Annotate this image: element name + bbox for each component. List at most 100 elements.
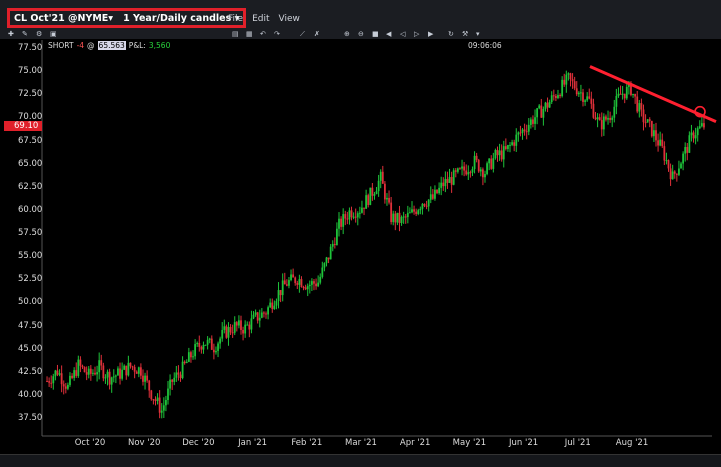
candle-body xyxy=(346,218,349,220)
candle-body xyxy=(106,371,109,378)
menu-file[interactable]: File xyxy=(228,14,244,24)
candle-body xyxy=(365,195,368,209)
position-at: @ xyxy=(87,41,95,50)
candle-body xyxy=(448,177,451,183)
grid-icon[interactable]: ▦ xyxy=(246,30,253,38)
candle-body xyxy=(657,140,659,146)
candle-body xyxy=(79,359,82,366)
candle-body xyxy=(700,123,703,127)
x-tick-label: Jan '21 xyxy=(238,438,268,448)
candle-body xyxy=(456,168,459,172)
candle-body xyxy=(150,390,153,400)
candle-body xyxy=(661,139,664,147)
ruler-icon[interactable]: ✗ xyxy=(314,30,320,38)
candle-body xyxy=(594,117,597,120)
x-tick-label: Jun '21 xyxy=(509,438,539,448)
candle-body xyxy=(698,126,701,129)
bar-chart-icon[interactable]: ▤ xyxy=(232,30,239,38)
candle-body xyxy=(655,130,657,141)
candle-body xyxy=(202,344,205,350)
candle-body xyxy=(634,93,637,97)
candle-body xyxy=(229,326,232,333)
candle-body xyxy=(473,155,476,170)
candle-body xyxy=(615,95,618,107)
candle-body xyxy=(671,171,674,180)
candle-body xyxy=(252,314,255,319)
candle-body xyxy=(89,368,92,374)
candle-body xyxy=(546,102,549,108)
candle-body xyxy=(663,146,666,161)
trendline-tool-icon[interactable]: ⟋ xyxy=(300,30,305,38)
x-tick-label: May '21 xyxy=(452,438,487,448)
draw-icon[interactable]: ✎ xyxy=(22,30,28,38)
y-tick-label: 57.50 xyxy=(18,228,43,238)
candle-body xyxy=(119,368,121,379)
candle-body xyxy=(619,93,622,95)
candle-body xyxy=(463,166,466,171)
candle-body xyxy=(592,103,595,118)
candle-body xyxy=(436,189,438,194)
candle-body xyxy=(267,307,269,315)
candle-body xyxy=(577,92,580,95)
refresh-icon[interactable]: ↻ xyxy=(448,30,454,38)
candle-body xyxy=(479,169,482,172)
candle-body xyxy=(686,147,689,153)
redo-icon[interactable]: ↷ xyxy=(274,30,280,38)
y-tick-label: 67.50 xyxy=(18,135,43,146)
time-navigator[interactable] xyxy=(0,454,721,467)
candle-body xyxy=(127,362,130,376)
candle-body xyxy=(381,171,384,184)
trendline-touch-marker xyxy=(694,105,706,118)
candle-body xyxy=(129,362,132,367)
candle-body xyxy=(486,163,488,175)
candle-body xyxy=(292,274,295,278)
candle-body xyxy=(342,214,345,227)
menu-view[interactable]: View xyxy=(278,14,300,24)
crosshair-icon[interactable]: ✚ xyxy=(8,30,14,38)
scroll-back-icon[interactable]: ◁ xyxy=(400,30,406,38)
y-tick-label: 45.00 xyxy=(18,343,43,354)
candle-body xyxy=(502,146,505,160)
settings-icon[interactable]: ⚙ xyxy=(36,30,43,38)
candle-body xyxy=(66,384,69,389)
candle-body xyxy=(582,92,584,102)
dropdown-icon[interactable]: ▾ xyxy=(476,30,480,38)
candle-body xyxy=(254,312,257,315)
candle-body xyxy=(653,130,655,137)
zoom-in-icon[interactable]: ⊕ xyxy=(344,30,350,38)
candle-body xyxy=(554,96,557,98)
candle-body xyxy=(219,338,222,344)
candle-body xyxy=(392,213,395,223)
candle-body xyxy=(160,410,163,413)
candle-series xyxy=(46,70,705,419)
chart-title-selector[interactable]: CL Oct'21 @NYME▾ 1 Year/Daily candles ▾ xyxy=(7,8,247,28)
y-tick-label: 65.00 xyxy=(18,158,43,169)
contract-selector[interactable]: CL Oct'21 @NYME▾ xyxy=(14,12,114,24)
candle-body xyxy=(557,95,559,98)
zoom-out-icon[interactable]: ⊖ xyxy=(358,30,364,38)
main-menu: File Edit View xyxy=(228,14,300,24)
scroll-start-icon[interactable]: ◀ xyxy=(386,30,392,38)
candle-body xyxy=(338,218,340,229)
undo-icon[interactable]: ↶ xyxy=(260,30,266,38)
period-selector[interactable]: 1 Year/Daily candles ▾ xyxy=(123,12,240,24)
candle-body xyxy=(454,170,457,172)
candle-body xyxy=(142,375,144,382)
menu-edit[interactable]: Edit xyxy=(252,14,270,24)
layout-icon[interactable]: ▣ xyxy=(50,30,57,38)
candle-body xyxy=(379,171,382,181)
candle-body xyxy=(139,367,142,376)
scroll-forward-icon[interactable]: ▷ xyxy=(414,30,420,38)
candle-body xyxy=(344,214,347,219)
candle-body xyxy=(625,86,628,99)
candle-body xyxy=(181,361,184,379)
candle-body xyxy=(279,290,282,296)
tools-icon[interactable]: ⚒ xyxy=(462,30,469,38)
scroll-end-icon[interactable]: ▶ xyxy=(428,30,434,38)
candle-body xyxy=(459,168,461,170)
candle-body xyxy=(692,132,695,139)
candle-body xyxy=(623,93,626,99)
x-tick-label: Feb '21 xyxy=(291,438,323,448)
fit-icon[interactable]: ■ xyxy=(372,30,379,38)
